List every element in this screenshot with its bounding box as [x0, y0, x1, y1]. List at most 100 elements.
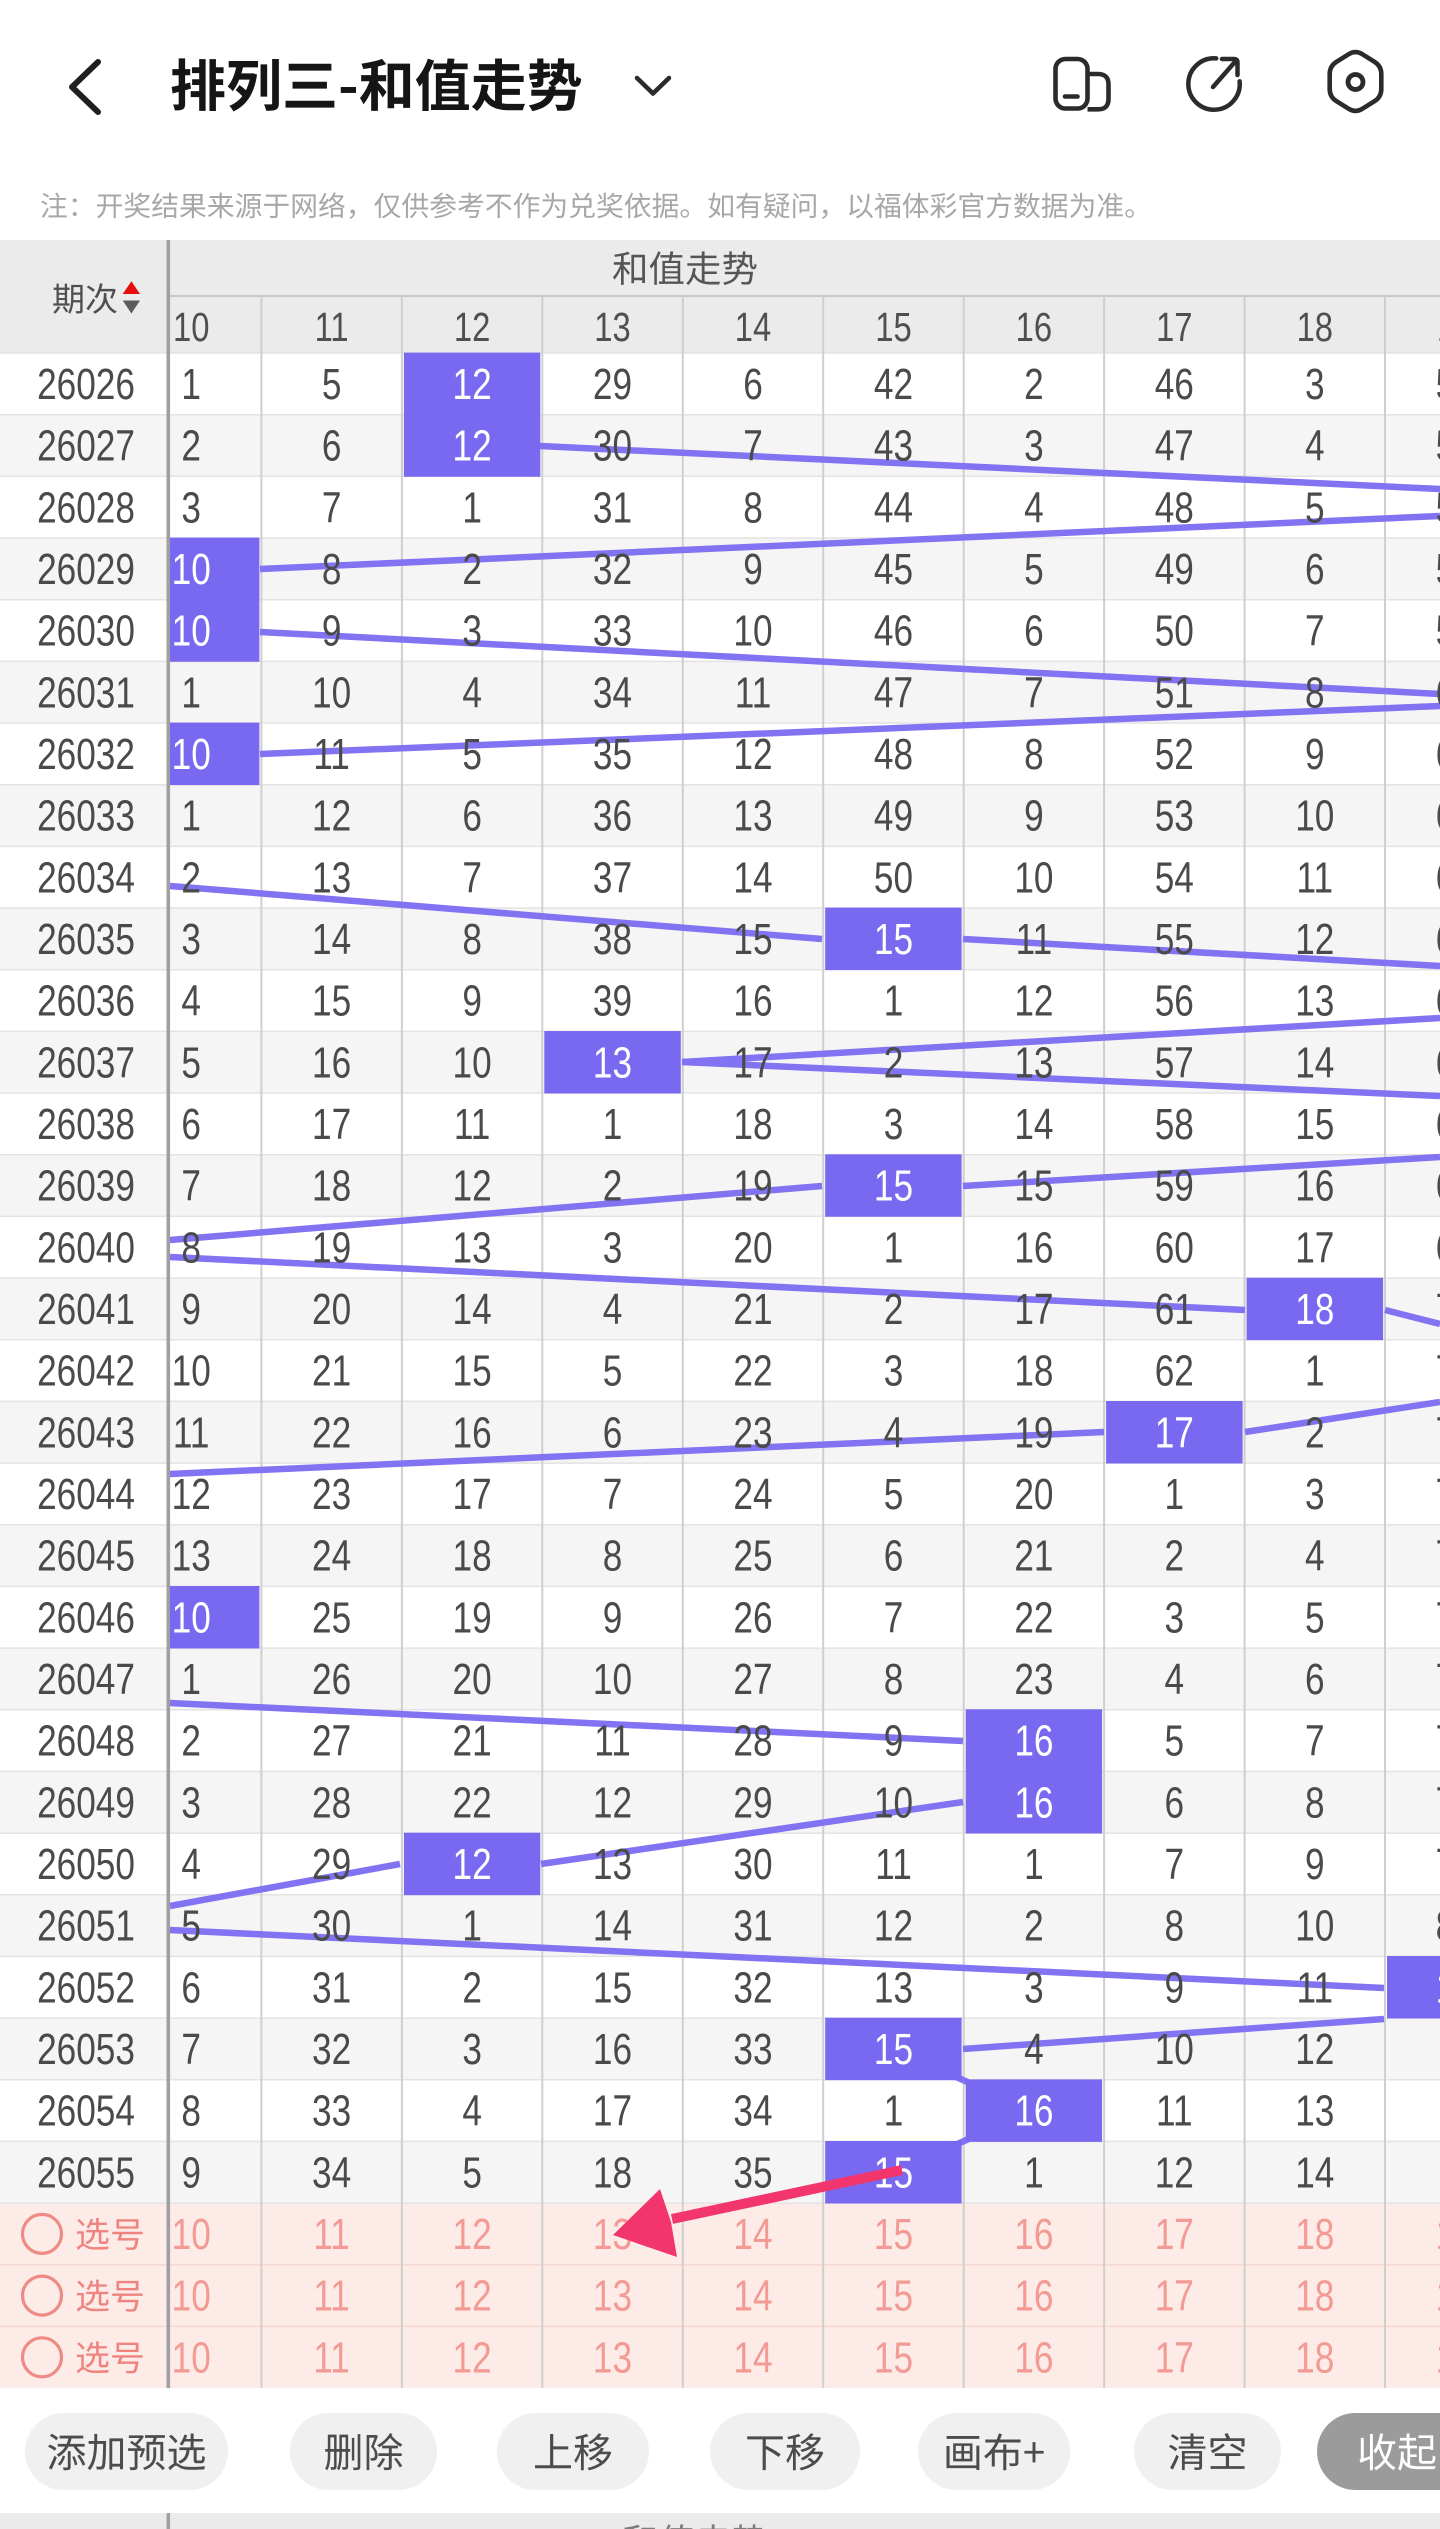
svg-text:14: 14 [1295, 2149, 1334, 2198]
svg-text:15: 15 [875, 304, 911, 350]
svg-text:35: 35 [593, 730, 632, 779]
svg-text:45: 45 [874, 545, 913, 594]
svg-text:20: 20 [453, 1655, 492, 1704]
svg-text:33: 33 [593, 607, 632, 656]
svg-text:3: 3 [1305, 360, 1325, 409]
svg-text:26052: 26052 [37, 1964, 135, 2013]
svg-text:8: 8 [603, 1532, 623, 1581]
svg-text:26048: 26048 [37, 1717, 135, 1766]
svg-text:13: 13 [593, 2334, 632, 2383]
svg-text:65: 65 [1436, 977, 1440, 1026]
svg-text:26051: 26051 [37, 1902, 135, 1951]
svg-text:69: 69 [1436, 1224, 1440, 1273]
svg-text:30: 30 [733, 1840, 772, 1889]
svg-text:7: 7 [1305, 1717, 1325, 1766]
svg-text:10: 10 [1295, 792, 1334, 841]
svg-text:4: 4 [1305, 422, 1325, 471]
svg-text:2: 2 [1305, 1409, 1325, 1458]
svg-text:5: 5 [181, 1902, 201, 1951]
svg-text:18: 18 [593, 2149, 632, 2198]
svg-text:3: 3 [1165, 1594, 1185, 1643]
svg-text:10: 10 [173, 304, 209, 350]
svg-text:3: 3 [462, 2025, 482, 2074]
svg-text:14: 14 [735, 304, 771, 350]
svg-text:8: 8 [181, 2087, 201, 2136]
svg-text:26044: 26044 [37, 1470, 135, 1519]
svg-text:53: 53 [1155, 792, 1194, 841]
svg-text:17: 17 [1295, 1224, 1334, 1273]
svg-text:2: 2 [1024, 1902, 1044, 1951]
svg-text:13: 13 [1014, 1039, 1053, 1088]
svg-text:3: 3 [1024, 1964, 1044, 2013]
svg-text:11: 11 [594, 1717, 631, 1766]
svg-text:10: 10 [172, 2334, 211, 2383]
svg-text:1: 1 [603, 1100, 623, 1149]
svg-text:26045: 26045 [37, 1532, 135, 1581]
svg-text:17: 17 [1014, 1285, 1053, 1334]
svg-text:10: 10 [874, 1779, 913, 1828]
svg-text:26038: 26038 [37, 1100, 135, 1149]
svg-text:26036: 26036 [37, 977, 135, 1026]
svg-text:2: 2 [181, 854, 201, 903]
svg-text:57: 57 [1436, 484, 1440, 533]
svg-text:10: 10 [1014, 854, 1053, 903]
svg-text:19: 19 [733, 1162, 772, 1211]
svg-text:73: 73 [1436, 1470, 1440, 1519]
svg-text:8: 8 [181, 1224, 201, 1273]
svg-text:76: 76 [1436, 1655, 1440, 1704]
svg-text:3: 3 [181, 915, 201, 964]
svg-text:7: 7 [181, 2025, 201, 2074]
svg-text:3: 3 [462, 607, 482, 656]
svg-text:18: 18 [453, 1532, 492, 1581]
svg-text:15: 15 [593, 1964, 632, 2013]
svg-text:48: 48 [1155, 484, 1194, 533]
svg-text:3: 3 [181, 1779, 201, 1828]
svg-text:4: 4 [1024, 484, 1044, 533]
svg-text:17: 17 [1155, 2334, 1194, 2383]
svg-text:12: 12 [1295, 2025, 1334, 2074]
svg-text:26033: 26033 [37, 792, 135, 841]
svg-text:17: 17 [1155, 2272, 1194, 2321]
svg-text:12: 12 [453, 2334, 492, 2383]
svg-text:17: 17 [1155, 2210, 1194, 2259]
svg-text:1: 1 [1305, 1347, 1325, 1396]
svg-text:5: 5 [1024, 545, 1044, 594]
svg-text:20: 20 [1014, 1470, 1053, 1519]
svg-text:26047: 26047 [37, 1655, 135, 1704]
svg-text:5: 5 [1305, 1594, 1325, 1643]
svg-text:15: 15 [874, 2272, 913, 2321]
svg-text:15: 15 [874, 915, 913, 964]
svg-text:21: 21 [1014, 1532, 1053, 1581]
svg-text:12: 12 [1014, 977, 1053, 1026]
svg-text:6: 6 [181, 1964, 201, 2013]
svg-text:17: 17 [733, 1039, 772, 1088]
svg-text:13: 13 [594, 304, 630, 350]
svg-text:23: 23 [1014, 1655, 1053, 1704]
svg-text:34: 34 [733, 2087, 772, 2136]
svg-text:15: 15 [874, 2210, 913, 2259]
svg-text:2: 2 [884, 1039, 904, 1088]
svg-text:26026: 26026 [37, 360, 135, 409]
svg-text:9: 9 [884, 1717, 904, 1766]
svg-text:16: 16 [1014, 2087, 1053, 2136]
svg-text:10: 10 [733, 607, 772, 656]
svg-text:1: 1 [1165, 1470, 1185, 1519]
svg-text:30: 30 [593, 422, 632, 471]
svg-text:26042: 26042 [37, 1347, 135, 1396]
svg-text:8: 8 [322, 545, 342, 594]
svg-text:2: 2 [462, 545, 482, 594]
svg-text:9: 9 [1165, 1964, 1185, 2013]
svg-text:16: 16 [733, 977, 772, 1026]
svg-text:6: 6 [884, 1532, 904, 1581]
svg-text:46: 46 [1155, 360, 1194, 409]
svg-text:26054: 26054 [37, 2087, 135, 2136]
svg-text:55: 55 [1155, 915, 1194, 964]
svg-text:6: 6 [1305, 1655, 1325, 1704]
svg-text:24: 24 [733, 1470, 772, 1519]
svg-text:16: 16 [593, 2025, 632, 2074]
svg-text:6: 6 [1165, 1779, 1185, 1828]
svg-text:34: 34 [593, 669, 632, 718]
svg-text:46: 46 [874, 607, 913, 656]
svg-text:10: 10 [172, 1347, 211, 1396]
svg-text:16: 16 [1014, 2210, 1053, 2259]
